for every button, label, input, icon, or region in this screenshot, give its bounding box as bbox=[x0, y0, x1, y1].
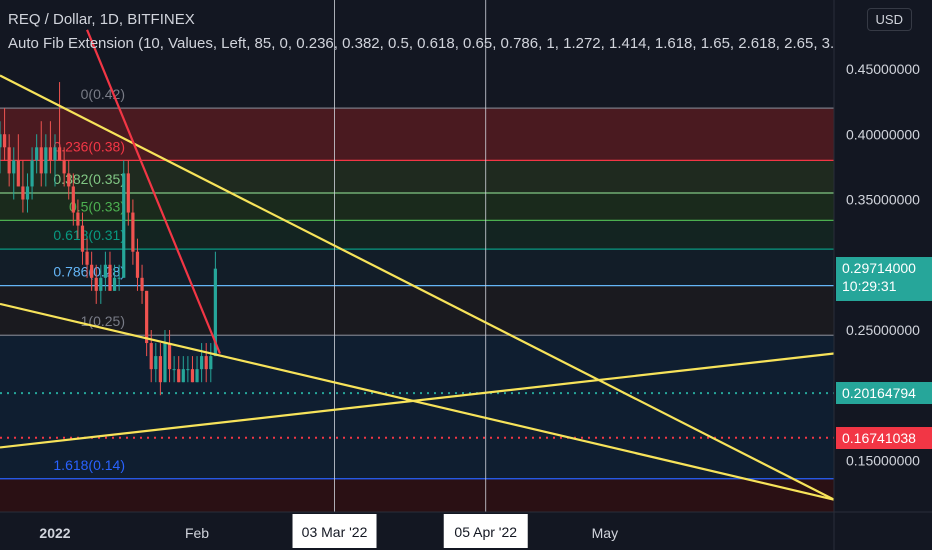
candle-body bbox=[172, 369, 176, 371]
fib-level-label: 0.236(0.38) bbox=[53, 138, 125, 154]
candle-body bbox=[53, 147, 57, 161]
candle-body bbox=[94, 277, 98, 291]
candle-body bbox=[99, 277, 103, 291]
candle-body bbox=[158, 356, 162, 383]
indicator-title[interactable]: Auto Fib Extension (10, Values, Left, 85… bbox=[8, 35, 834, 52]
date-marker-tag bbox=[443, 514, 528, 548]
price-tick-label: 0.40000000 bbox=[846, 126, 920, 142]
time-tick-label: Feb bbox=[185, 525, 209, 541]
currency-button[interactable]: USD bbox=[866, 8, 912, 31]
fib-zone bbox=[0, 108, 834, 161]
candle-body bbox=[35, 147, 39, 161]
fib-level-label: 0.786(0.28) bbox=[53, 264, 125, 280]
candle-body bbox=[145, 290, 149, 344]
candle-body bbox=[112, 277, 117, 291]
candle-body bbox=[190, 369, 195, 383]
level-tag-red: 0.16741038 bbox=[836, 426, 932, 449]
price-tick-label: 0.25000000 bbox=[846, 322, 920, 338]
candle-body bbox=[195, 369, 199, 383]
symbol-title: REQ / Dollar, 1D, BITFINEX bbox=[8, 11, 195, 28]
candle-body bbox=[135, 251, 140, 278]
fib-level-label: 0.5(0.33) bbox=[69, 198, 125, 214]
candle-body bbox=[126, 173, 130, 213]
candle-body bbox=[71, 186, 75, 213]
price-tick-label: 0.15000000 bbox=[846, 453, 920, 469]
fib-zone-top bbox=[0, 0, 834, 109]
trendline bbox=[86, 29, 221, 354]
candle-body bbox=[167, 343, 172, 370]
last-price-tag: 0.29714000 10:29:31 bbox=[836, 257, 932, 302]
date-marker-tag bbox=[292, 514, 377, 548]
candles bbox=[0, 82, 217, 396]
fib-zone bbox=[0, 192, 834, 221]
candle-body bbox=[44, 147, 48, 174]
last-price-value: 0.29714000 bbox=[842, 260, 916, 277]
candle-body bbox=[186, 369, 190, 371]
candle-body bbox=[204, 356, 208, 370]
fib-level-label: 1(0.25) bbox=[81, 313, 125, 329]
fib-level-label: 1.618(0.14) bbox=[53, 457, 125, 473]
candle-body bbox=[30, 160, 34, 187]
bar-countdown: 10:29:31 bbox=[842, 278, 897, 295]
fib-level-lines bbox=[0, 107, 834, 480]
candle-body bbox=[12, 160, 16, 174]
candle-body bbox=[76, 212, 80, 226]
candle-body bbox=[213, 268, 217, 357]
candle-body bbox=[122, 173, 126, 278]
date-marker-label: 05 Apr '22 bbox=[454, 524, 517, 540]
candle-body bbox=[48, 147, 53, 161]
fib-level-label: 0.382(0.35) bbox=[53, 171, 125, 187]
time-axis[interactable]: 2022 Feb May 03 Mar '22 05 Apr '22 bbox=[39, 514, 618, 548]
fib-zone bbox=[0, 285, 834, 336]
candle-body bbox=[131, 212, 135, 252]
candle-body bbox=[16, 160, 20, 187]
fib-level-labels: 0(0.42) 0.236(0.38) 0.382(0.35) 0.5(0.33) 0.… bbox=[53, 86, 125, 473]
candle-body bbox=[85, 251, 89, 265]
trendline bbox=[0, 74, 835, 501]
candle-body bbox=[7, 147, 11, 174]
candle-body bbox=[2, 134, 7, 148]
candle-body bbox=[200, 356, 204, 370]
fib-zone bbox=[0, 220, 834, 250]
fib-zone bbox=[0, 160, 834, 193]
candle-body bbox=[103, 264, 107, 278]
trendline bbox=[0, 352, 835, 449]
price-tick-label: 0.35000000 bbox=[846, 192, 920, 208]
date-marker-label: 03 Mar '22 bbox=[302, 524, 368, 540]
candle-body bbox=[181, 369, 185, 383]
candle-body bbox=[177, 369, 181, 383]
candle-body bbox=[57, 147, 62, 161]
level-tag-green: 0.20164794 bbox=[836, 382, 932, 405]
candle-body bbox=[149, 343, 153, 370]
candle-body bbox=[62, 160, 66, 174]
candle-body bbox=[80, 225, 85, 252]
trendline bbox=[0, 302, 835, 501]
candle-body bbox=[140, 277, 144, 291]
candle-body bbox=[39, 147, 43, 174]
fib-zone bbox=[0, 335, 834, 479]
candle-body bbox=[163, 343, 167, 383]
fib-level-label: 0(0.42) bbox=[81, 86, 125, 102]
candle-body bbox=[21, 186, 25, 200]
price-tick-label: 0.45000000 bbox=[846, 61, 920, 77]
fib-zones bbox=[0, 0, 834, 512]
candle-body bbox=[67, 173, 71, 187]
trendlines[interactable] bbox=[0, 29, 835, 501]
candle-body bbox=[108, 264, 112, 291]
candle-body bbox=[154, 356, 158, 370]
fib-level-label: 0.618(0.31) bbox=[53, 227, 125, 243]
candle-body bbox=[25, 186, 30, 200]
price-axis[interactable]: 0.45000000 0.40000000 0.35000000 0.25000000… bbox=[846, 61, 920, 469]
date-marker-lines bbox=[334, 0, 487, 512]
fib-zone bbox=[0, 478, 834, 512]
candle-body bbox=[209, 356, 213, 370]
candle-body bbox=[0, 134, 2, 148]
candle-body bbox=[117, 277, 121, 279]
time-tick-label: 2022 bbox=[39, 525, 70, 541]
horizontal-levels bbox=[0, 392, 834, 439]
time-tick-label: May bbox=[592, 525, 618, 541]
candle-body bbox=[90, 264, 94, 278]
